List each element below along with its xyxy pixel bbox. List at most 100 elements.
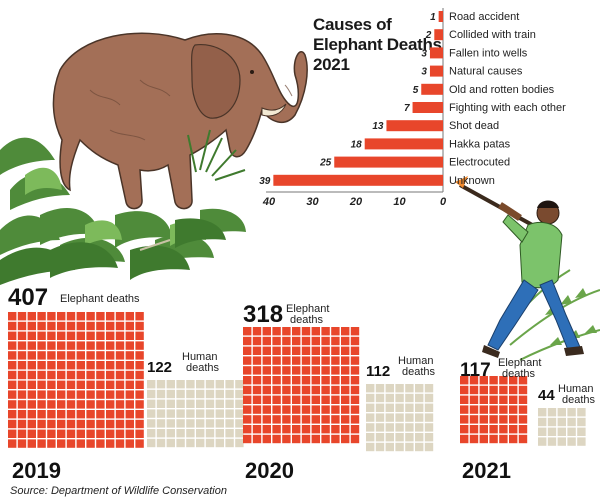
elephant-cell	[262, 327, 271, 336]
bar-category-9: Unknown	[449, 175, 495, 187]
elephant-cell	[350, 376, 360, 385]
human-cell	[395, 403, 404, 412]
elephant-cell	[125, 410, 134, 419]
elephant-cell	[27, 380, 36, 389]
elephant-cell	[518, 415, 528, 424]
elephant-cell	[8, 400, 17, 409]
elephant-cell	[321, 346, 330, 355]
human-cell	[225, 399, 234, 408]
human-cell	[156, 380, 166, 389]
elephant-cell	[301, 346, 311, 355]
elephant-cell	[311, 356, 320, 365]
elephant-cell	[27, 400, 36, 409]
elephant-cell	[86, 321, 95, 331]
year-label: 2019	[12, 458, 61, 483]
human-deaths-number: 122	[147, 359, 172, 376]
bar-0	[438, 11, 443, 22]
human-cell	[156, 429, 166, 438]
human-cell	[196, 438, 205, 448]
human-cell	[176, 409, 185, 418]
elephant-cell	[8, 419, 17, 429]
elephant-cell	[17, 400, 27, 409]
human-cell	[225, 389, 234, 399]
human-cell	[147, 389, 156, 399]
human-cell	[235, 380, 244, 389]
elephant-cell	[106, 380, 115, 389]
bar-value-6: 13	[372, 121, 384, 132]
human-cell	[385, 433, 394, 442]
human-cell	[405, 442, 414, 452]
elephant-cell	[17, 331, 27, 340]
human-cell	[166, 389, 175, 399]
human-cell	[156, 409, 166, 418]
elephant-cell	[282, 376, 291, 385]
human-cell	[415, 384, 424, 393]
elephant-cell	[37, 331, 46, 340]
elephant-cell	[66, 390, 76, 399]
elephant-cell	[76, 400, 85, 409]
bar-1	[434, 29, 443, 41]
elephant-cell	[57, 419, 66, 429]
elephant-cell	[57, 361, 66, 370]
human-cell	[567, 437, 576, 446]
elephant-cell	[125, 331, 134, 340]
elephant-cell	[311, 434, 320, 444]
human-cell	[385, 384, 394, 393]
human-cell	[196, 419, 205, 428]
human-cell	[176, 380, 185, 389]
elephant-cell	[243, 376, 252, 385]
year-label: 2020	[245, 458, 294, 483]
human-cell	[577, 417, 586, 427]
elephant-cell	[509, 395, 518, 404]
elephant-deaths-number: 318	[243, 301, 283, 328]
human-cell	[375, 442, 385, 452]
elephant-cell	[27, 341, 36, 350]
elephant-cell	[66, 410, 76, 419]
elephant-cell	[509, 405, 518, 414]
elephant-cell	[27, 429, 36, 438]
elephant-cell	[27, 321, 36, 331]
bar-category-3: Natural causes	[449, 66, 523, 78]
elephant-cell	[479, 434, 488, 444]
elephant-cell	[489, 434, 498, 444]
human-cell	[186, 438, 195, 448]
elephant-cell	[252, 356, 262, 365]
elephant-cell	[331, 376, 340, 385]
bar-9	[273, 174, 443, 186]
x-tick-3: 10	[393, 196, 406, 208]
human-cell	[405, 423, 414, 432]
human-cell	[424, 384, 434, 393]
human-cell	[205, 380, 215, 389]
elephant-cell	[27, 439, 36, 448]
human-cell	[186, 389, 195, 399]
elephant-cell	[96, 429, 105, 438]
elephant-cell	[341, 434, 350, 444]
elephant-cell	[27, 390, 36, 399]
human-cell	[538, 427, 547, 436]
bar-category-2: Fallen into wells	[449, 47, 528, 59]
human-cell	[235, 429, 244, 438]
elephant-cell	[292, 366, 301, 375]
bar-value-0: 1	[430, 12, 436, 23]
elephant-cell	[66, 341, 76, 350]
elephant-deaths-label: Elephant deaths	[286, 303, 329, 326]
elephant-cell	[96, 351, 105, 360]
human-cell	[415, 433, 424, 442]
elephant-cell	[76, 351, 85, 360]
elephant-cell	[341, 327, 350, 336]
elephant-cell	[135, 410, 144, 419]
elephant-cell	[331, 425, 340, 434]
elephant-cell	[135, 361, 144, 370]
elephant-cell	[301, 395, 311, 404]
elephant-cell	[509, 385, 518, 395]
elephant-cell	[96, 370, 105, 380]
elephant-cell	[96, 419, 105, 429]
elephant-cell	[96, 341, 105, 350]
elephant-deaths-label: Elephant deaths	[60, 293, 140, 305]
human-cell	[547, 408, 557, 417]
human-cell	[196, 380, 205, 389]
elephant-cell	[106, 341, 115, 350]
elephant-cell	[518, 434, 528, 444]
elephant-cell	[341, 356, 350, 365]
